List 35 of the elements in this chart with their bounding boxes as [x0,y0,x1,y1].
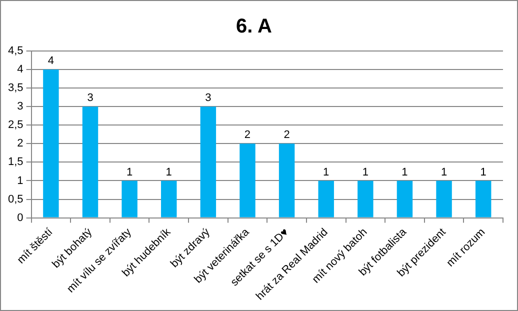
data-label: 1 [362,166,368,178]
bar [436,180,452,218]
bar [278,144,295,218]
data-label: 1 [440,166,448,178]
bar [358,180,374,218]
y-tick-label: 1 [17,174,24,187]
data-label: 3 [205,92,212,104]
data-label: 1 [126,166,133,178]
bar [475,180,492,218]
data-label: 1 [480,166,486,178]
chart-title: 6. A [236,16,272,38]
data-label: 2 [244,129,251,142]
data-label: 3 [87,92,94,104]
y-tick-label: 1,5 [8,156,24,168]
data-label: 1 [166,166,172,178]
y-tick-label: 2,5 [8,119,24,132]
y-tick-label: 4 [17,64,24,76]
bar [122,180,138,218]
bar [82,106,98,218]
data-label: 1 [323,166,330,178]
y-tick-label: 0,5 [8,193,24,206]
bar [318,180,334,218]
bar [161,180,177,218]
bar [240,144,256,218]
bar [43,70,59,218]
y-tick-label: 3,5 [8,82,24,94]
bar [200,106,216,218]
y-tick-label: 2 [17,138,24,150]
y-tick-label: 4,5 [8,45,24,58]
y-tick-label: 3 [17,100,24,113]
y-tick-label: 0 [17,212,24,224]
data-label: 2 [284,129,290,142]
data-label: 1 [402,166,408,178]
bar [396,180,413,218]
data-label: 4 [48,55,54,68]
